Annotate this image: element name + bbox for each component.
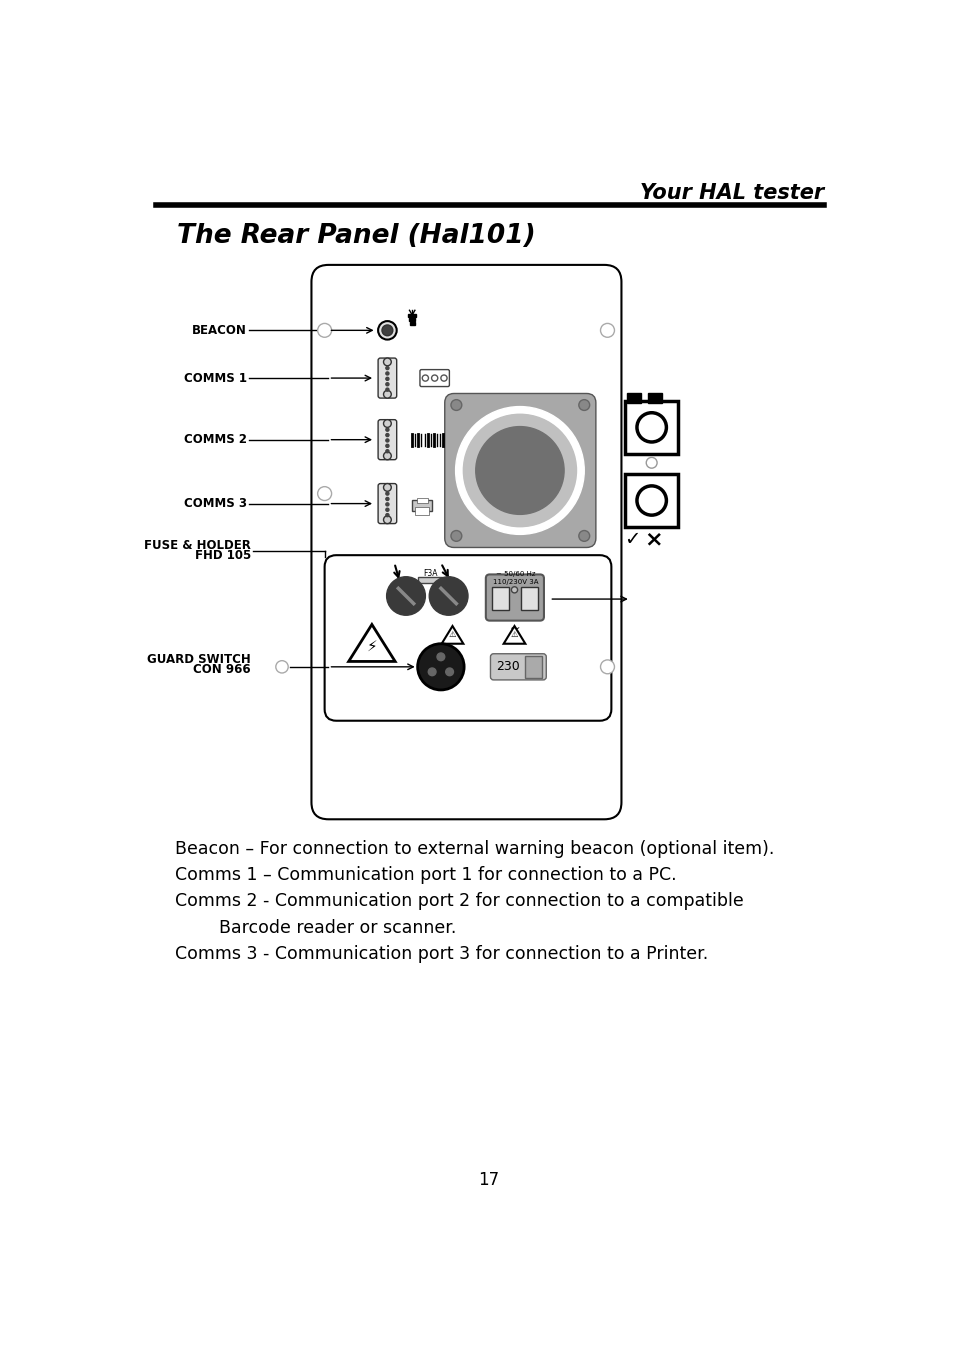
Text: GUARD SWITCH: GUARD SWITCH — [147, 653, 251, 666]
FancyBboxPatch shape — [377, 357, 396, 398]
Text: Comms 3 - Communication port 3 for connection to a Printer.: Comms 3 - Communication port 3 for conne… — [174, 945, 707, 963]
Circle shape — [381, 325, 393, 336]
Circle shape — [599, 659, 614, 674]
Text: ⚠: ⚠ — [448, 630, 456, 639]
FancyBboxPatch shape — [324, 555, 611, 720]
Circle shape — [456, 406, 583, 535]
Circle shape — [386, 577, 425, 615]
Bar — [520, 586, 537, 609]
Circle shape — [440, 375, 447, 382]
Text: ~: ~ — [509, 621, 519, 635]
Text: ⚠: ⚠ — [510, 630, 517, 639]
Bar — [410, 322, 415, 325]
Text: Comms 1 – Communication port 1 for connection to a PC.: Comms 1 – Communication port 1 for conne… — [174, 867, 676, 884]
Circle shape — [383, 483, 391, 492]
Circle shape — [385, 433, 389, 436]
Text: FHD 105: FHD 105 — [194, 550, 251, 562]
Text: BEACON: BEACON — [193, 324, 247, 337]
Circle shape — [385, 428, 389, 431]
Circle shape — [645, 458, 657, 468]
Circle shape — [385, 513, 389, 517]
FancyBboxPatch shape — [311, 265, 620, 819]
Circle shape — [436, 653, 444, 661]
Circle shape — [385, 492, 389, 496]
Circle shape — [578, 399, 589, 410]
Circle shape — [637, 486, 666, 515]
Polygon shape — [348, 624, 395, 662]
Text: ×: × — [644, 529, 662, 550]
Text: ✓: ✓ — [623, 531, 639, 550]
Circle shape — [383, 357, 391, 366]
Circle shape — [385, 372, 389, 375]
Text: ~ 50/60 Hz
110/230V 3A: ~ 50/60 Hz 110/230V 3A — [493, 571, 538, 585]
Bar — [626, 394, 640, 402]
Circle shape — [317, 486, 332, 501]
Bar — [647, 394, 661, 402]
Circle shape — [385, 502, 389, 506]
Circle shape — [385, 367, 389, 370]
Text: F3A: F3A — [422, 569, 436, 578]
Text: COMMS 1: COMMS 1 — [184, 371, 247, 385]
Circle shape — [428, 668, 436, 676]
Bar — [412, 500, 432, 510]
Circle shape — [385, 497, 389, 501]
Circle shape — [451, 399, 461, 410]
Circle shape — [578, 531, 589, 542]
Text: Your HAL tester: Your HAL tester — [639, 183, 823, 203]
Circle shape — [476, 427, 563, 515]
Circle shape — [317, 324, 332, 337]
Circle shape — [383, 516, 391, 524]
Bar — [417, 577, 442, 584]
Text: Beacon – For connection to external warning beacon (optional item).: Beacon – For connection to external warn… — [174, 839, 774, 858]
FancyBboxPatch shape — [444, 394, 596, 547]
Circle shape — [431, 375, 437, 382]
Text: ⚡: ⚡ — [366, 639, 376, 654]
Text: 17: 17 — [477, 1171, 499, 1189]
Circle shape — [637, 413, 666, 441]
Circle shape — [599, 324, 614, 337]
Circle shape — [422, 375, 428, 382]
Text: Barcode reader or scanner.: Barcode reader or scanner. — [174, 918, 456, 937]
Bar — [416, 498, 427, 502]
Circle shape — [385, 389, 389, 391]
Circle shape — [511, 586, 517, 593]
Bar — [409, 318, 415, 321]
Bar — [415, 508, 429, 515]
Text: The Rear Panel (Hal101): The Rear Panel (Hal101) — [177, 222, 536, 249]
Text: COMMS 3: COMMS 3 — [184, 497, 247, 510]
Text: Comms 2 - Communication port 2 for connection to a compatible: Comms 2 - Communication port 2 for conne… — [174, 892, 743, 910]
Circle shape — [383, 390, 391, 398]
FancyBboxPatch shape — [377, 420, 396, 460]
Bar — [492, 586, 509, 609]
Circle shape — [385, 439, 389, 441]
Circle shape — [385, 444, 389, 447]
Text: COMMS 2: COMMS 2 — [184, 433, 247, 447]
Circle shape — [385, 450, 389, 452]
Bar — [524, 657, 541, 677]
Circle shape — [377, 321, 396, 340]
Bar — [624, 474, 678, 527]
Circle shape — [463, 414, 576, 527]
Circle shape — [417, 643, 464, 691]
Circle shape — [385, 383, 389, 386]
Circle shape — [385, 508, 389, 512]
FancyBboxPatch shape — [419, 370, 449, 386]
FancyBboxPatch shape — [485, 574, 543, 620]
Circle shape — [383, 452, 391, 460]
FancyBboxPatch shape — [377, 483, 396, 524]
Bar — [624, 401, 678, 454]
Text: FUSE & HOLDER: FUSE & HOLDER — [144, 539, 251, 551]
Circle shape — [385, 378, 389, 380]
FancyBboxPatch shape — [490, 654, 546, 680]
Circle shape — [445, 668, 453, 676]
Polygon shape — [441, 626, 463, 643]
Text: 230: 230 — [496, 661, 518, 673]
Circle shape — [451, 531, 461, 542]
Bar — [408, 314, 416, 317]
Text: CON 966: CON 966 — [193, 663, 251, 677]
Polygon shape — [503, 626, 525, 643]
Circle shape — [275, 661, 288, 673]
Circle shape — [429, 577, 468, 615]
Circle shape — [383, 420, 391, 428]
